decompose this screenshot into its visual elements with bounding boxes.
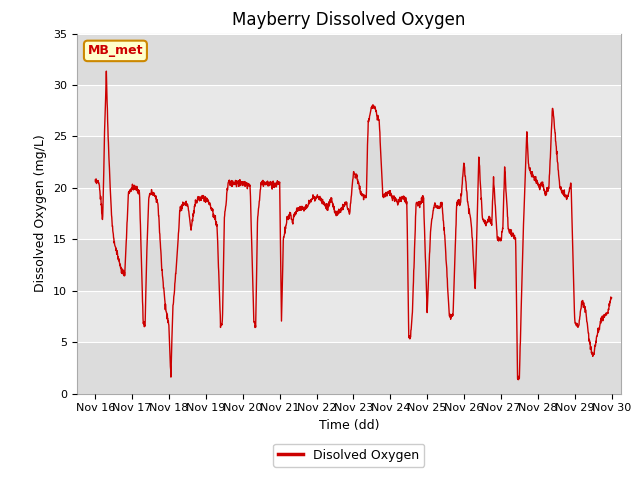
Legend: Disolved Oxygen: Disolved Oxygen: [273, 444, 424, 467]
Bar: [77, 240, 621, 291]
Bar: [77, 85, 621, 136]
Bar: [77, 34, 621, 85]
X-axis label: Time (dd): Time (dd): [319, 419, 379, 432]
Bar: [77, 291, 621, 342]
Y-axis label: Dissolved Oxygen (mg/L): Dissolved Oxygen (mg/L): [35, 135, 47, 292]
Title: Mayberry Dissolved Oxygen: Mayberry Dissolved Oxygen: [232, 11, 465, 29]
Bar: [77, 136, 621, 188]
Text: MB_met: MB_met: [88, 44, 143, 58]
Bar: [77, 188, 621, 240]
Bar: [77, 342, 621, 394]
